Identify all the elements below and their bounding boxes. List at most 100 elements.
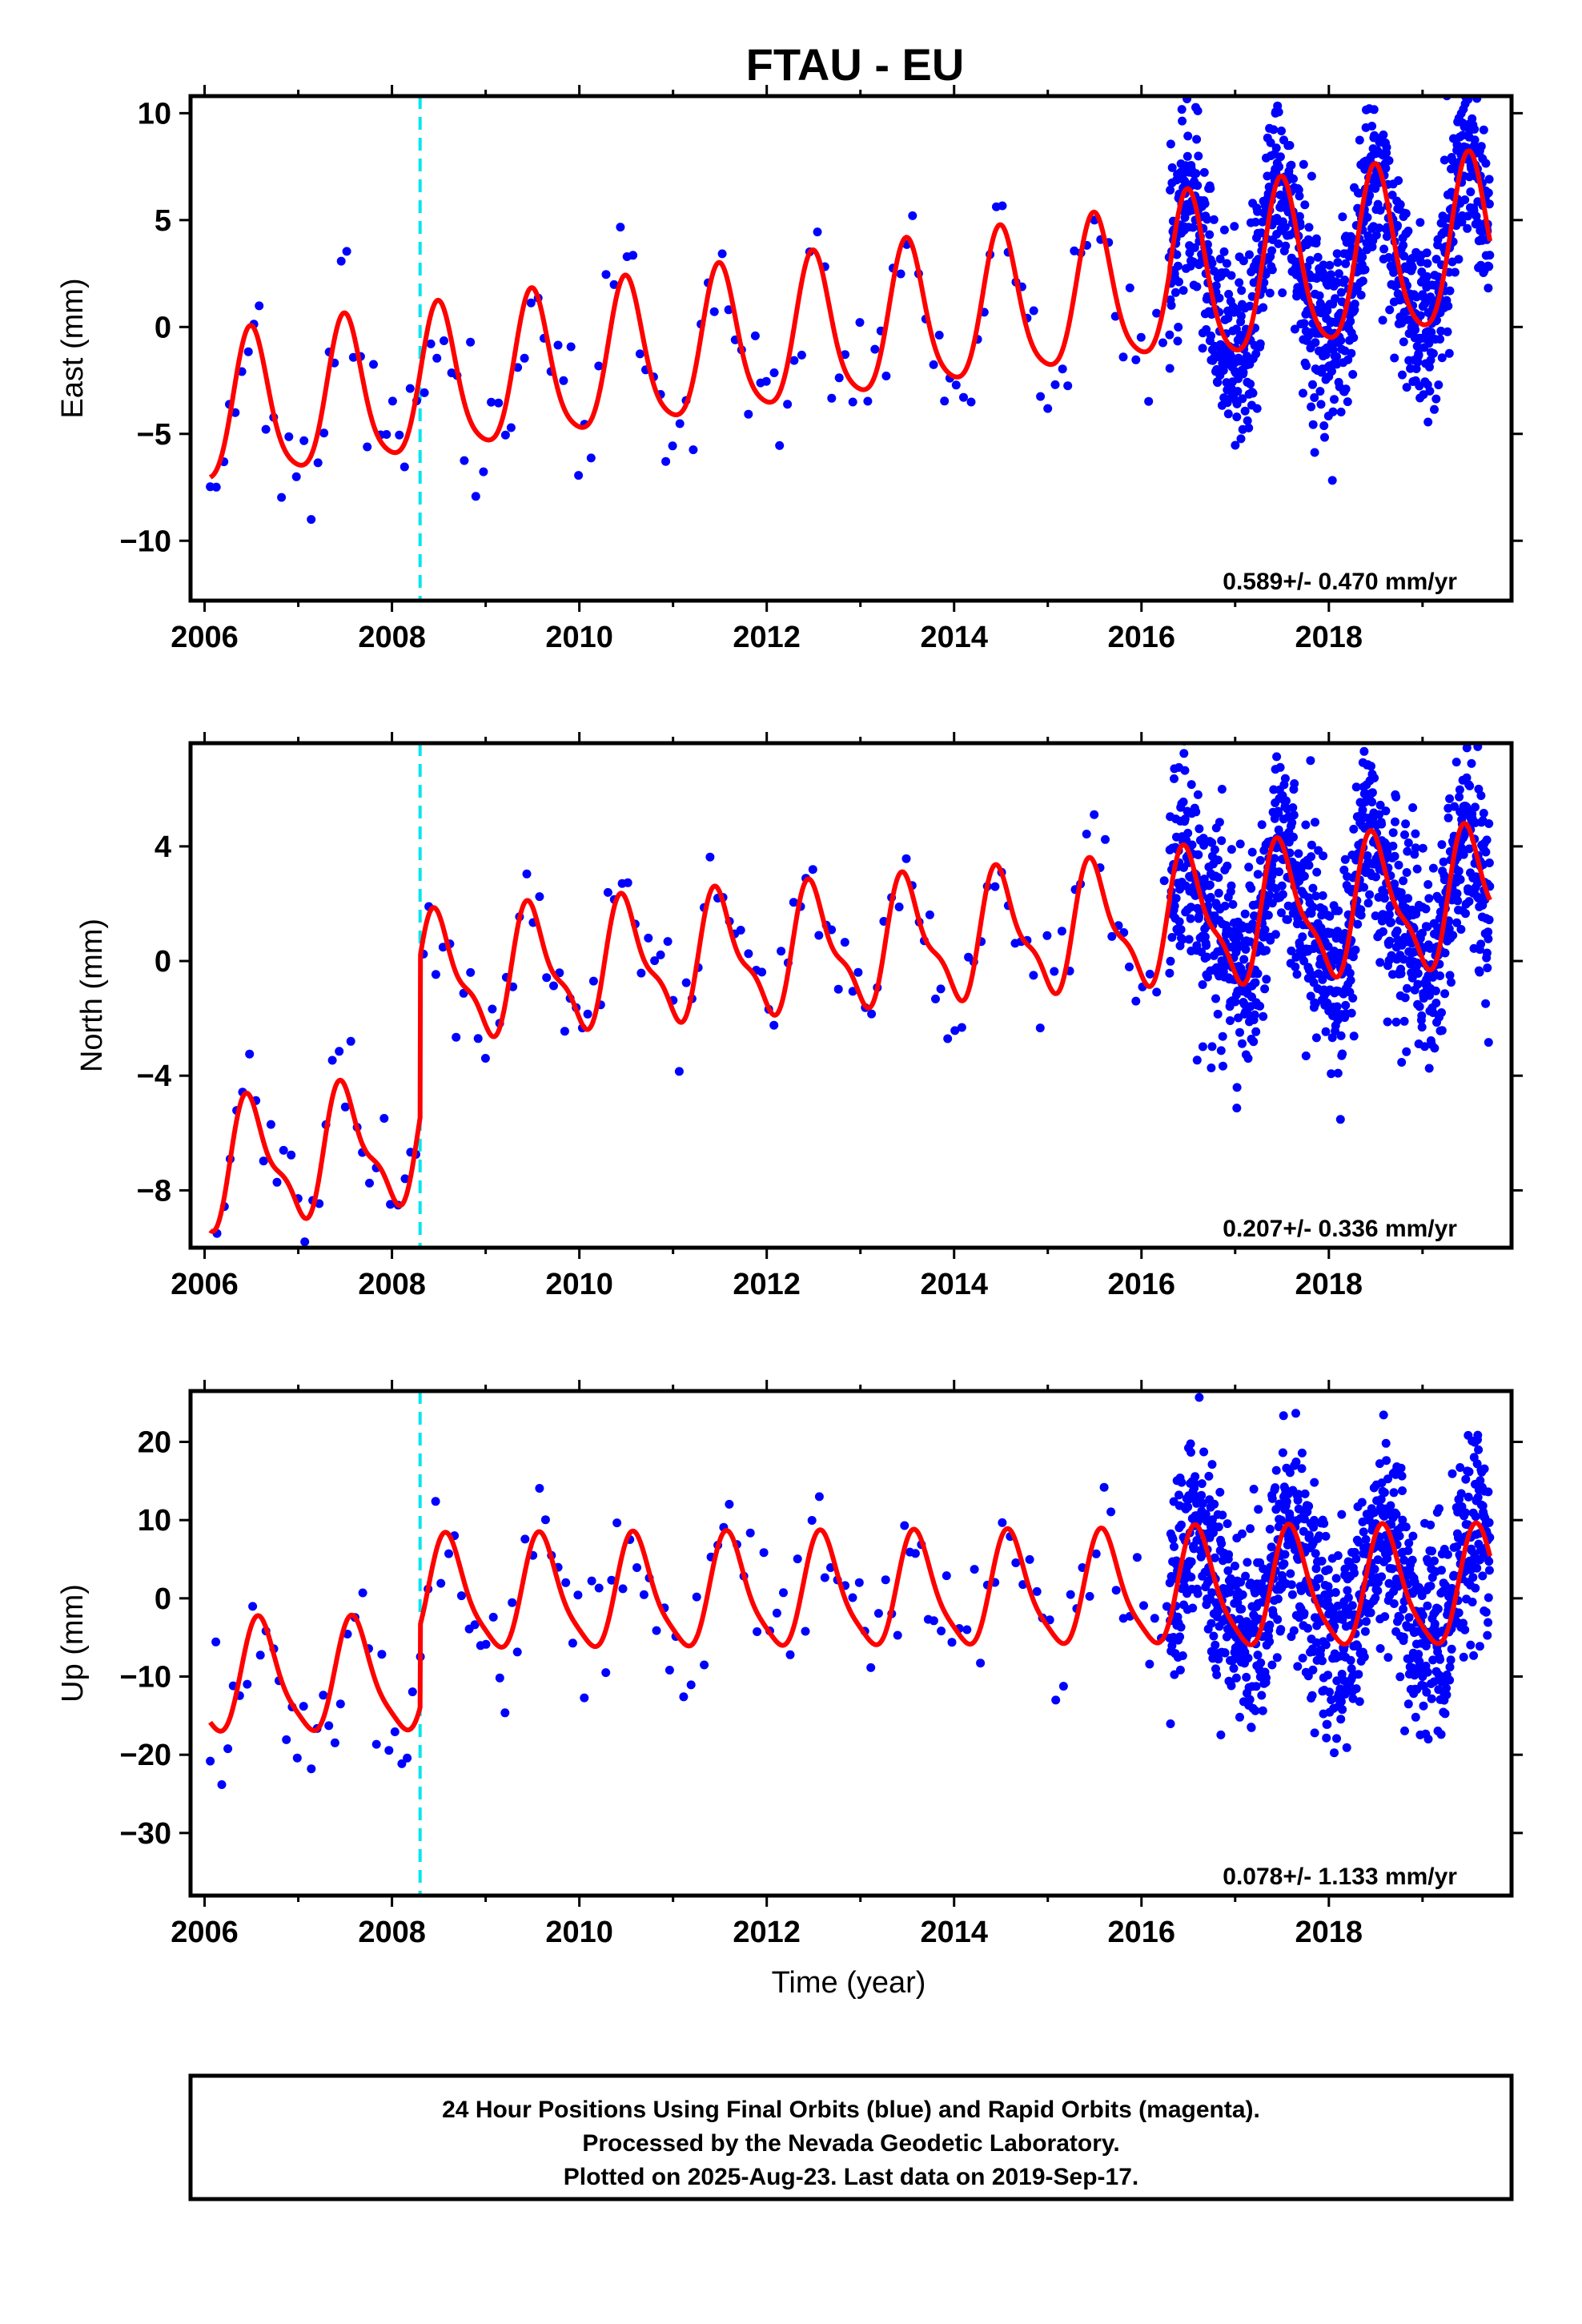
data-point bbox=[1336, 336, 1346, 345]
data-point bbox=[1399, 876, 1408, 886]
data-point bbox=[1166, 956, 1175, 966]
data-point bbox=[1150, 1614, 1159, 1623]
data-point bbox=[1391, 792, 1401, 802]
data-point bbox=[1458, 131, 1468, 140]
data-point bbox=[1384, 156, 1394, 165]
data-point bbox=[1407, 1555, 1417, 1565]
data-point bbox=[1321, 1640, 1331, 1650]
data-point bbox=[1304, 1530, 1314, 1540]
data-point bbox=[1216, 1730, 1226, 1739]
data-point bbox=[736, 926, 745, 935]
data-point bbox=[744, 949, 753, 959]
data-point bbox=[1412, 341, 1422, 351]
data-point bbox=[1484, 199, 1494, 209]
data-point bbox=[1354, 1670, 1363, 1679]
data-point bbox=[1170, 1542, 1178, 1551]
data-point bbox=[1205, 230, 1215, 239]
panel-up: Up (mm) 0.078+/- 1.133 mm/yr 2006 2008 201… bbox=[56, 1378, 1523, 1949]
data-point bbox=[1464, 1467, 1474, 1477]
data-point bbox=[520, 353, 529, 363]
data-point bbox=[724, 305, 733, 315]
data-point bbox=[1327, 367, 1336, 376]
data-point bbox=[217, 1780, 227, 1789]
data-point bbox=[1436, 326, 1446, 336]
data-point bbox=[1337, 1510, 1347, 1519]
data-point bbox=[1330, 395, 1339, 404]
data-point bbox=[863, 396, 873, 406]
data-point bbox=[408, 1687, 417, 1697]
data-point bbox=[1472, 1563, 1482, 1573]
data-point bbox=[1371, 231, 1381, 240]
data-point bbox=[603, 887, 612, 897]
data-point bbox=[386, 1200, 396, 1209]
data-point bbox=[1379, 894, 1389, 903]
data-point bbox=[1349, 1031, 1359, 1041]
data-point bbox=[769, 1020, 779, 1030]
data-point bbox=[1375, 1644, 1385, 1653]
data-point bbox=[1306, 756, 1315, 766]
data-point bbox=[1258, 217, 1267, 227]
data-point bbox=[1261, 270, 1271, 279]
data-point bbox=[1238, 394, 1247, 404]
data-point bbox=[282, 1735, 291, 1744]
data-point bbox=[1351, 1554, 1361, 1564]
data-point bbox=[1459, 1652, 1468, 1662]
data-point bbox=[1452, 758, 1461, 767]
data-point bbox=[1186, 1572, 1196, 1582]
data-point bbox=[1239, 256, 1248, 266]
data-point bbox=[1207, 1588, 1217, 1598]
data-point bbox=[1244, 423, 1254, 432]
data-point bbox=[1473, 218, 1483, 227]
data-point bbox=[1476, 939, 1486, 949]
data-point bbox=[1265, 288, 1275, 298]
data-point bbox=[1272, 752, 1282, 762]
data-point bbox=[1399, 1604, 1408, 1614]
data-point bbox=[1319, 851, 1328, 861]
data-point bbox=[1284, 1378, 1293, 1387]
data-point bbox=[779, 1588, 788, 1598]
data-point bbox=[1461, 909, 1470, 919]
data-point bbox=[1431, 255, 1441, 264]
data-point bbox=[420, 388, 429, 397]
data-point bbox=[395, 430, 404, 440]
data-point bbox=[686, 1680, 696, 1690]
data-point bbox=[1435, 335, 1445, 344]
data-point bbox=[1235, 1027, 1244, 1037]
data-point bbox=[1379, 1488, 1389, 1498]
data-point bbox=[291, 472, 301, 481]
data-point bbox=[444, 1549, 453, 1558]
data-point bbox=[1259, 303, 1268, 312]
data-point bbox=[1176, 925, 1186, 935]
data-point bbox=[1231, 997, 1240, 1007]
data-point bbox=[1274, 808, 1283, 818]
data-point bbox=[1430, 404, 1439, 414]
data-point bbox=[1411, 829, 1420, 838]
data-point bbox=[1287, 160, 1296, 170]
data-point bbox=[1338, 212, 1347, 222]
data-point bbox=[1424, 894, 1434, 903]
data-point bbox=[1480, 82, 1489, 90]
data-point bbox=[1182, 151, 1192, 161]
data-point bbox=[379, 1114, 389, 1123]
data-point bbox=[1227, 352, 1236, 361]
data-point bbox=[1315, 387, 1325, 396]
data-point bbox=[1206, 893, 1215, 902]
data-point bbox=[1247, 847, 1257, 857]
data-point bbox=[1328, 407, 1338, 416]
data-point bbox=[1436, 1730, 1446, 1739]
data-point bbox=[1198, 980, 1207, 989]
data-point bbox=[1423, 259, 1432, 268]
plot-area-up bbox=[206, 1378, 1495, 1896]
data-point bbox=[1484, 1038, 1493, 1047]
data-point bbox=[1418, 843, 1427, 853]
data-point bbox=[661, 456, 671, 466]
x-tick-label: 2018 bbox=[1295, 621, 1363, 654]
data-point bbox=[1399, 240, 1408, 250]
data-point bbox=[1223, 861, 1232, 870]
data-point bbox=[1313, 252, 1323, 262]
data-point bbox=[549, 981, 558, 991]
data-point bbox=[1198, 1042, 1207, 1051]
data-point bbox=[841, 350, 849, 360]
data-point bbox=[1174, 1490, 1183, 1500]
data-point bbox=[1035, 1023, 1045, 1033]
